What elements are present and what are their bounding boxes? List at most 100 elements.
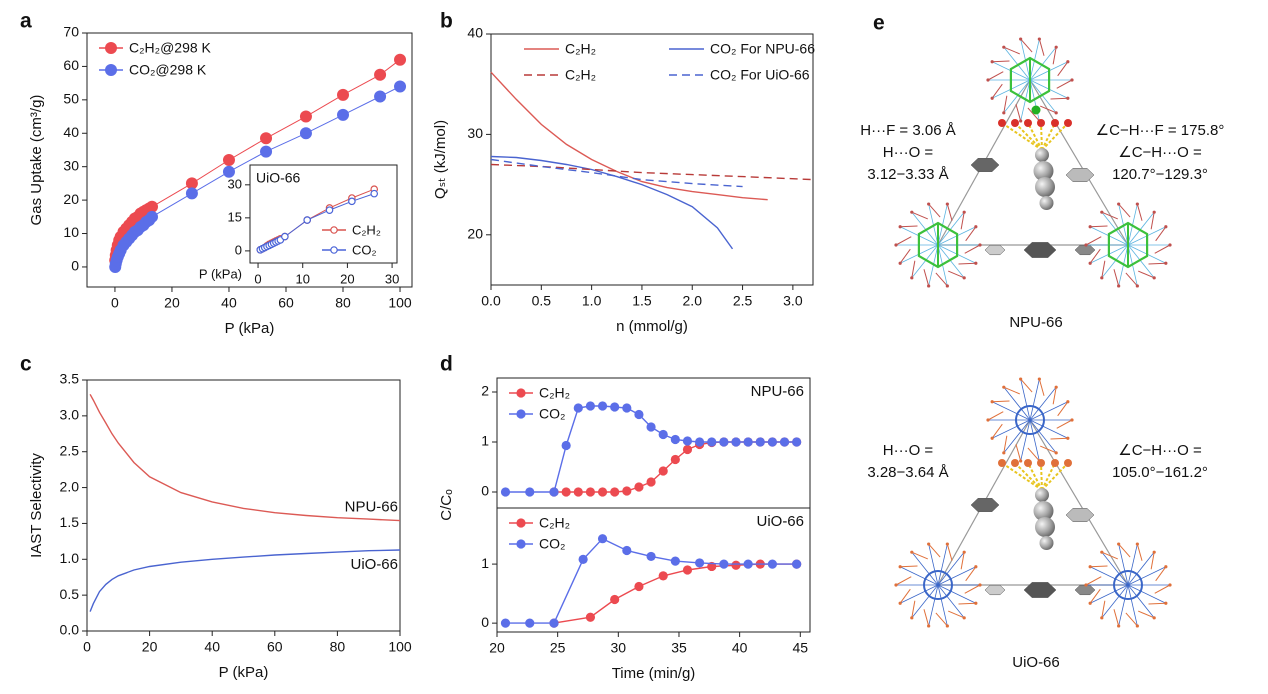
bond	[1125, 272, 1138, 287]
atom	[927, 284, 931, 288]
series-line	[490, 163, 814, 181]
chart: 0 20 40 60 80 100 0.0 0.5 1.0 1.5 2.0 2.5 3.0 3.5 P (k…	[20, 353, 412, 681]
bond	[991, 419, 1031, 439]
atom	[1164, 225, 1168, 229]
marker	[500, 618, 511, 628]
marker	[634, 581, 644, 592]
y-tick-label: 40	[63, 124, 79, 140]
molecule-atom	[1039, 196, 1054, 210]
bond	[1101, 551, 1118, 560]
linker-ring	[970, 158, 1000, 172]
atom	[894, 583, 898, 587]
marker	[325, 206, 334, 214]
annotation: UiO-66	[756, 513, 804, 530]
bond	[1029, 419, 1057, 454]
atom	[986, 78, 990, 82]
bond	[958, 262, 976, 265]
series-line	[490, 71, 768, 201]
x-tick-label: 40	[732, 640, 748, 656]
chart: 0 10 20 30 0 15 30 P (kPa) UiO-66 C₂H₂ CO₂	[199, 164, 399, 286]
y-tick-label: 20	[63, 191, 79, 207]
x-tick-label: 45	[793, 640, 809, 656]
atom	[1066, 96, 1070, 100]
marker	[337, 88, 350, 101]
atom	[898, 225, 902, 229]
molecule-atom	[1039, 536, 1054, 550]
legend-marker	[330, 246, 338, 254]
bond	[937, 566, 977, 586]
atom	[1084, 243, 1088, 247]
y-tick-label: 0.5	[60, 586, 80, 602]
y-tick-label: 15	[228, 209, 242, 224]
atom	[1100, 550, 1104, 554]
x-tick-label: 30	[611, 640, 627, 656]
bond	[928, 543, 941, 558]
atom	[1117, 542, 1121, 546]
marker	[792, 437, 802, 447]
bond	[1101, 244, 1129, 279]
atom	[927, 624, 931, 628]
bond	[1050, 97, 1068, 100]
bond	[937, 551, 965, 586]
bond	[1003, 46, 1031, 81]
marker	[337, 108, 350, 121]
molecule-atom	[1033, 501, 1054, 521]
bond	[1040, 105, 1057, 114]
legend-label: C₂H₂@298 K	[129, 40, 212, 56]
atom	[1117, 624, 1121, 628]
atom	[910, 210, 914, 214]
atom	[910, 276, 914, 280]
atom	[1037, 459, 1045, 467]
legend-label: CO₂	[539, 406, 565, 422]
distance-label: H···F = 3.06 Å	[860, 122, 955, 139]
atom	[945, 202, 949, 206]
marker	[719, 559, 729, 569]
x-tick-label: 20	[164, 295, 180, 311]
atom	[1088, 565, 1092, 569]
bond	[1029, 386, 1057, 421]
bond	[937, 543, 948, 586]
bond	[899, 584, 939, 604]
marker	[303, 216, 311, 224]
bond	[946, 543, 953, 561]
atom	[1135, 284, 1139, 288]
marker	[767, 437, 777, 447]
atom	[1002, 111, 1006, 115]
marker	[370, 189, 379, 198]
cluster-core	[923, 570, 953, 600]
bond	[1085, 236, 1102, 246]
atom	[1152, 276, 1156, 280]
panel-label: a	[20, 10, 32, 33]
marker	[299, 110, 312, 123]
marker	[634, 409, 644, 420]
bond	[1085, 576, 1102, 586]
marker	[622, 403, 632, 413]
y-tick-label: 3.5	[60, 371, 80, 387]
atom	[1066, 400, 1070, 404]
atom	[1088, 261, 1092, 265]
molecule-atom	[1035, 177, 1055, 197]
marker	[597, 487, 608, 497]
bond	[911, 211, 939, 246]
bond	[946, 203, 953, 221]
marker	[670, 556, 680, 566]
atom	[1019, 459, 1023, 463]
y-tick-label: 30	[228, 176, 242, 191]
bond	[1148, 262, 1166, 265]
bond	[1154, 244, 1171, 254]
atom	[1054, 111, 1058, 115]
atom	[1064, 119, 1072, 127]
marker	[260, 132, 273, 145]
marker	[394, 53, 407, 66]
marker	[743, 559, 753, 569]
marker	[610, 594, 620, 605]
marker	[525, 487, 535, 497]
x-tick-label: 100	[388, 639, 412, 655]
bond	[1052, 387, 1057, 405]
legend-label: C₂H₂	[352, 222, 381, 237]
contact	[1014, 462, 1043, 491]
atom	[1135, 542, 1139, 546]
bond	[948, 270, 965, 279]
atom	[1024, 119, 1032, 127]
atom	[1002, 451, 1006, 455]
